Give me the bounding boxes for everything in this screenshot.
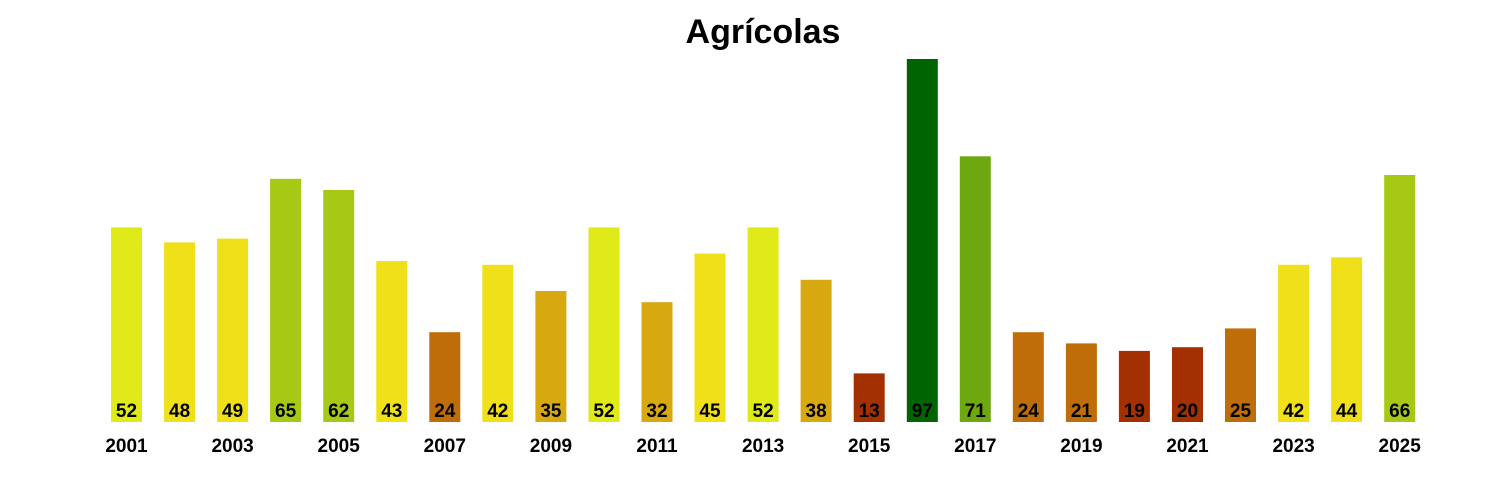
bar-2011 [641,302,673,422]
x-axis-tick-labels: 2001 2003 2005 2007 2009 2011 2013 2015 2017 2019… [105,436,1421,457]
bar-value-label-2010: 52 [593,401,614,422]
bar-value-label-2020: 19 [1124,401,1145,422]
chart-title: Agrícolas [686,13,841,51]
bar-value-label-2025: 66 [1389,401,1410,422]
bar-2004 [270,178,302,422]
x-tick-label-2001: 2001 [105,436,148,457]
bar-2016 [906,59,938,422]
bar-value-label-2006: 43 [381,401,402,422]
bar-2022 [1225,328,1256,422]
bar-value-label-2016: 97 [912,401,933,422]
bar-2009 [535,291,567,422]
bar-value-label-2014: 38 [806,401,827,422]
bar-value-label-2003: 49 [222,401,243,422]
bar-value-label-2005: 62 [328,401,349,422]
bar-2017 [959,156,991,423]
x-tick-label-2025: 2025 [1379,436,1422,457]
bar-2012 [694,253,726,422]
bar-value-label-2004: 65 [275,401,297,422]
x-tick-label-2013: 2013 [742,436,784,457]
value-labels-group: 52 48 49 65 62 43 24 42 35 52 32 45 52 38 13 97 71 24 21 19… [116,401,1410,422]
bar-2005 [323,190,355,422]
bars-group [111,59,1416,423]
bar-2006 [376,261,408,422]
bar-2008 [482,264,514,422]
bar-2015 [853,373,885,422]
bar-value-label-2007: 24 [434,401,456,422]
bar-2003 [217,238,249,422]
bar-value-label-2021: 20 [1177,401,1198,422]
bar-value-label-2013: 52 [753,401,774,422]
bar-2013 [747,227,779,422]
bar-value-label-2002: 48 [169,401,190,422]
bar-value-label-2012: 45 [699,401,721,422]
bar-2019 [1065,343,1097,422]
bar-2024 [1331,257,1363,422]
bar-2010 [588,227,620,422]
x-tick-label-2015: 2015 [848,436,891,457]
bar-value-label-2009: 35 [540,401,562,422]
bar-2023 [1278,264,1310,422]
x-tick-label-2023: 2023 [1272,436,1314,457]
bar-2025 [1384,175,1416,422]
x-tick-label-2011: 2011 [636,436,678,457]
x-tick-label-2005: 2005 [318,436,361,457]
bar-2018 [1012,332,1044,422]
bar-2001 [111,227,142,422]
bar-value-label-2017: 71 [965,401,987,422]
bar-value-label-2008: 42 [487,401,508,422]
bar-value-label-2024: 44 [1336,401,1358,422]
bar-value-label-2022: 25 [1230,401,1252,422]
x-tick-label-2017: 2017 [954,436,996,457]
bar-2007 [429,332,461,422]
bar-2020 [1118,350,1150,422]
bar-value-label-2023: 42 [1283,401,1304,422]
x-tick-label-2021: 2021 [1166,436,1209,457]
bar-2014 [800,279,832,422]
x-tick-label-2019: 2019 [1060,436,1102,457]
bar-value-label-2015: 13 [859,401,880,422]
x-tick-label-2003: 2003 [211,436,253,457]
bar-2021 [1172,347,1203,422]
bar-value-label-2011: 32 [646,401,667,422]
x-tick-label-2009: 2009 [530,436,572,457]
bar-2002 [164,242,196,422]
bar-value-label-2019: 21 [1071,401,1093,422]
bar-value-label-2001: 52 [116,401,137,422]
bar-value-label-2018: 24 [1018,401,1040,422]
x-tick-label-2007: 2007 [424,436,466,457]
